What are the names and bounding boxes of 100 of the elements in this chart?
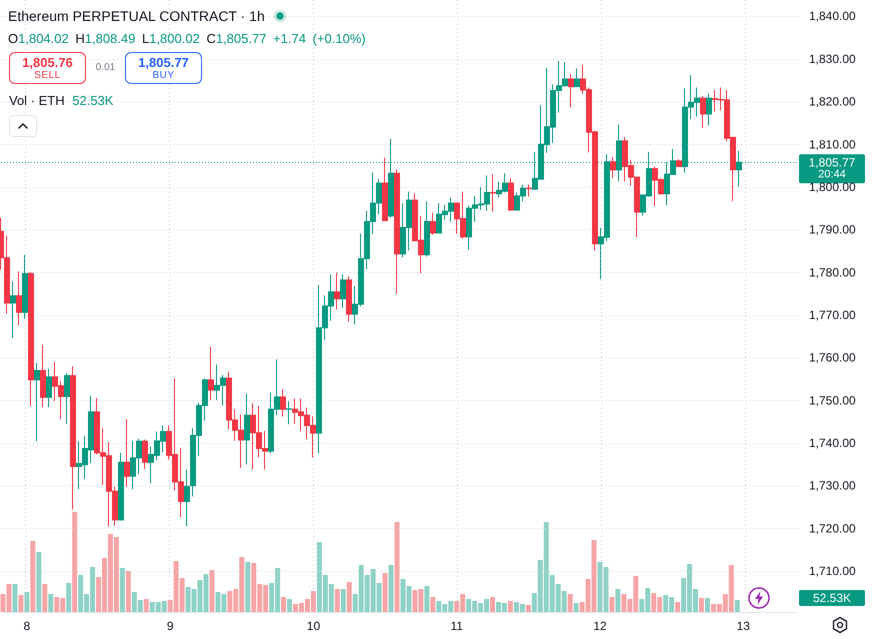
bar xyxy=(245,562,250,612)
candlestick xyxy=(22,254,28,320)
bar xyxy=(66,583,72,612)
bar xyxy=(144,599,149,612)
text: Ethereum PERPETUAL CONTRACT · 1h xyxy=(8,7,265,25)
y-tick-label: 1,810.00 xyxy=(809,137,856,152)
candlestick xyxy=(10,280,16,339)
bar xyxy=(394,522,400,612)
bar xyxy=(574,603,579,612)
candlestick xyxy=(184,468,190,527)
x-tick-label: 13 xyxy=(736,619,750,633)
bar xyxy=(281,597,286,612)
bar xyxy=(704,598,710,612)
y-tick-label: 1,730.00 xyxy=(809,478,856,493)
x-tick-label: 12 xyxy=(593,619,607,633)
y-tick-label: 1,720.00 xyxy=(809,521,856,536)
bar xyxy=(490,597,496,612)
y-tick-label: 1,780.00 xyxy=(809,265,856,280)
y-tick-label: 1,790.00 xyxy=(809,222,856,237)
candlestick xyxy=(610,156,616,178)
candlestick xyxy=(286,400,292,425)
bar xyxy=(615,589,620,612)
bar xyxy=(287,599,292,612)
bar xyxy=(508,601,513,612)
bar xyxy=(430,597,436,612)
x-tick-label: 9 xyxy=(166,619,174,633)
candlestick xyxy=(70,366,76,510)
bar xyxy=(609,597,614,612)
candlestick xyxy=(64,372,70,424)
annotation: BUY xyxy=(152,70,175,82)
candlestick xyxy=(124,418,130,488)
bar xyxy=(382,573,388,612)
candlestick xyxy=(46,368,52,408)
x-tick-label: 11 xyxy=(450,619,464,633)
text: 20:44 xyxy=(818,168,846,180)
chevron-up-button[interactable] xyxy=(9,115,37,137)
candlestick xyxy=(574,68,580,88)
y-tick-label: 1,710.00 xyxy=(809,564,856,578)
candlestick xyxy=(616,124,622,182)
candlestick xyxy=(142,439,148,470)
y-tick-label: 1,840.00 xyxy=(809,9,856,24)
bar xyxy=(388,565,394,612)
bar xyxy=(120,568,125,612)
y-tick-label: 1,800.00 xyxy=(809,180,856,194)
bar xyxy=(675,602,680,612)
y-tick-label: 1,760.00 xyxy=(809,350,856,365)
candlestick xyxy=(40,344,46,408)
bar xyxy=(209,570,214,612)
x-tick-label: 8 xyxy=(24,619,31,633)
y-tick-label: 1,740.00 xyxy=(809,436,856,450)
candlestick xyxy=(340,274,346,308)
candlestick xyxy=(382,156,388,222)
bar xyxy=(18,595,24,612)
bar xyxy=(12,584,18,612)
candlestick xyxy=(490,174,496,212)
bar xyxy=(734,600,740,612)
y-tick-label: 1,830.00 xyxy=(809,52,856,66)
annotation: SELL xyxy=(34,70,61,82)
candlestick xyxy=(34,362,40,442)
ref-line-label: 1,805.77 xyxy=(808,155,856,170)
candlestick xyxy=(208,346,214,400)
y-tick-label: 1,820.00 xyxy=(809,94,856,109)
bar xyxy=(36,552,42,612)
candlestick xyxy=(508,178,514,212)
bar xyxy=(30,541,36,612)
bar xyxy=(424,586,430,612)
candlestick xyxy=(568,73,574,108)
candlestick xyxy=(676,158,682,168)
buy-button[interactable]: 1,805.77 BUY xyxy=(125,52,202,84)
candlestick xyxy=(280,388,286,418)
bar xyxy=(126,571,131,612)
text: O1,804.02 H1,808.49 L1,800.02 C1,805.77 +1.74 (+0.10%) xyxy=(8,31,366,47)
annotation: 0.01 xyxy=(96,62,116,73)
candlestick xyxy=(16,270,22,326)
text: 52.53K xyxy=(812,591,852,605)
candlestick xyxy=(244,392,250,465)
candlestick xyxy=(118,452,124,522)
candlestick xyxy=(700,96,706,129)
candlestick xyxy=(394,168,400,295)
sell-button[interactable]: 1,805.76 SELL xyxy=(9,52,86,84)
bar xyxy=(42,584,48,612)
bar xyxy=(568,594,573,612)
bar xyxy=(24,592,30,612)
bar xyxy=(72,512,78,612)
candlestick xyxy=(424,200,430,257)
y-tick-label: 1,770.00 xyxy=(809,308,856,322)
candlestick xyxy=(706,92,712,126)
x-tick-label: 10 xyxy=(306,619,320,633)
annotation: 52.53K xyxy=(72,93,114,108)
bar xyxy=(526,605,531,612)
bar xyxy=(48,594,54,612)
candlestick xyxy=(28,271,34,407)
bar xyxy=(340,589,346,612)
candlestick xyxy=(334,272,340,310)
annotation: 1,805.77 xyxy=(138,54,189,70)
bar xyxy=(334,589,340,612)
candlestick xyxy=(430,212,436,236)
bar xyxy=(698,598,704,612)
bar xyxy=(346,582,352,612)
y-tick-label: 1,750.00 xyxy=(809,393,856,408)
